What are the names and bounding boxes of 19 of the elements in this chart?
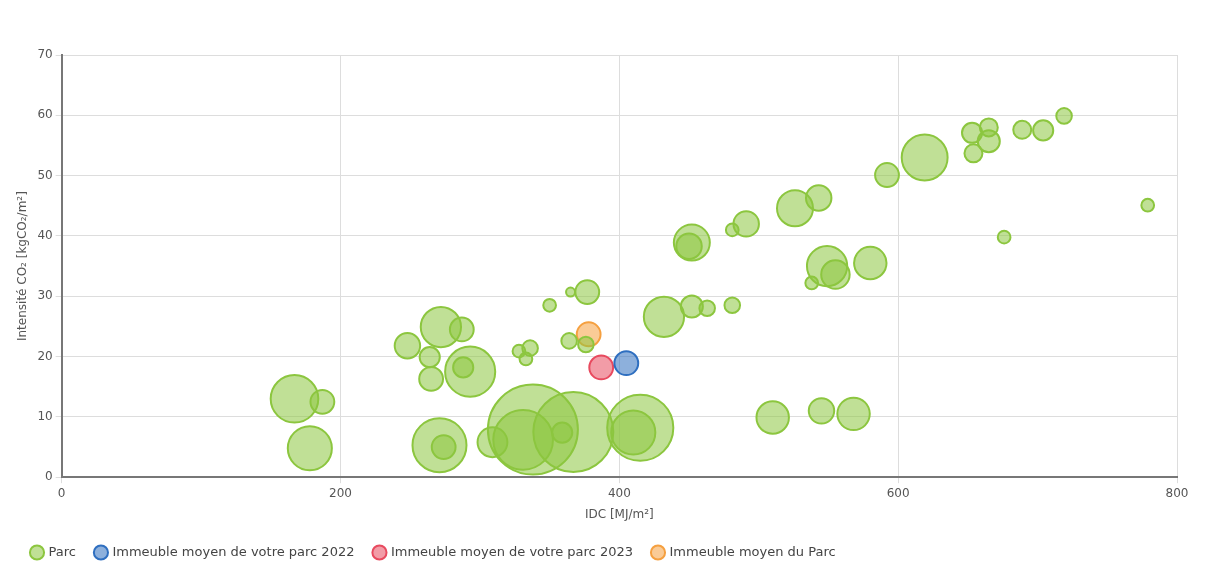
legend-label: Immeuble moyen de votre parc 2023 [390,543,633,559]
y-tick-label: 10 [37,409,53,424]
y-tick-label: 70 [37,47,53,62]
y-tick-label: 0 [45,469,53,484]
y-tick-label: 30 [37,288,53,303]
x-tick-label: 800 [1165,485,1189,500]
x-tick-label: 600 [886,485,910,500]
x-tick-label: 0 [57,485,66,500]
y-tick-label: 60 [37,107,53,122]
y-tick-label: 40 [37,228,53,243]
y-tick-label: 20 [37,348,53,363]
x-tick-label: 400 [607,485,631,500]
legend-label: Parc [48,543,76,559]
legend-label: Immeuble moyen du Parc [669,543,836,559]
y-axis-title: Intensité CO₂ [kgCO₂/m²] [15,191,30,342]
x-axis-title: IDC [MJ/m²] [584,506,654,521]
y-tick-label: 50 [37,167,53,182]
legend-label: Immeuble moyen de votre parc 2022 [112,543,355,559]
x-tick-label: 200 [329,485,352,500]
